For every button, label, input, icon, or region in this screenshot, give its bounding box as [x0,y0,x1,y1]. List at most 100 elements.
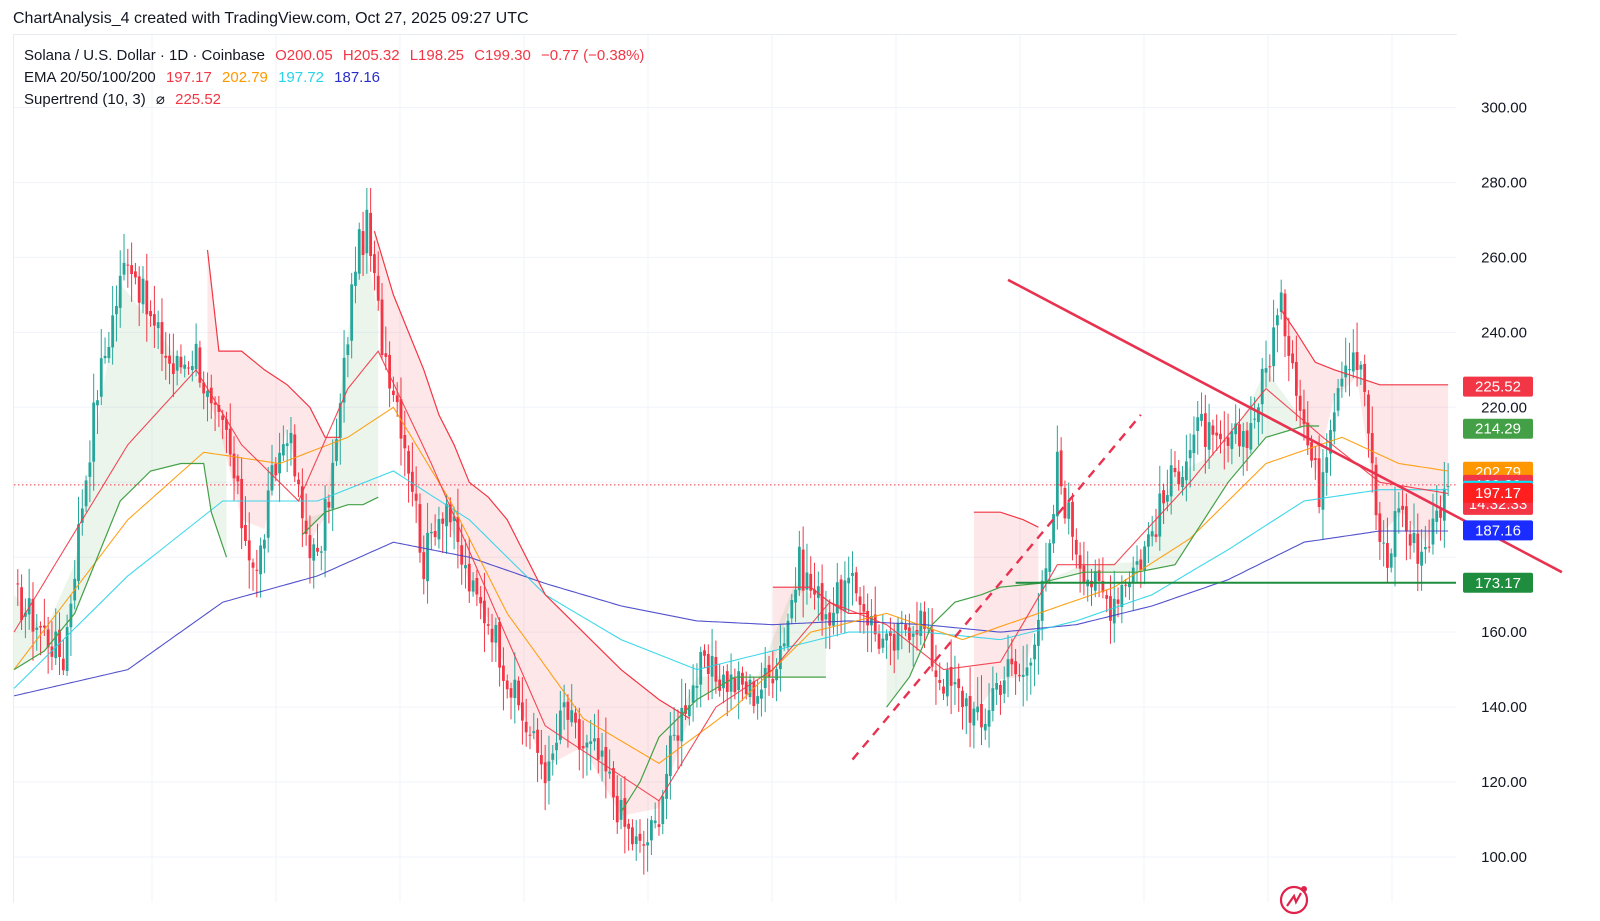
candle-body [1219,433,1222,440]
price-axis[interactable]: 100.00 120.00 140.00 160.00 220.00 240.00 260.… [1481,100,1527,867]
candle-body [976,706,980,713]
candle-body [543,762,547,784]
candle-body [661,796,665,825]
candle-body [437,518,441,540]
candle-body [1181,477,1184,488]
candle-body [1067,502,1071,519]
candle-body [1059,450,1063,487]
price-tag-label: 214.29 [1475,421,1521,438]
candle-body [1196,417,1200,431]
chart-legend: Solana / U.S. Dollar · 1D · Coinbase O20… [24,45,650,111]
candle-body [1332,412,1336,432]
candle-body [92,402,96,462]
candle-body [949,666,953,686]
candle-body [365,209,369,254]
candle-body [1272,327,1276,367]
candle-body [80,508,84,523]
supertrend-line-down [973,511,1039,528]
candle-body [1112,598,1116,624]
candle-body [748,679,752,698]
candle-body [1018,675,1021,677]
candle-body [896,622,900,651]
candle-body [619,799,623,820]
candle-body [919,610,923,636]
candle-body [84,480,88,507]
candle-body [980,703,983,728]
candle-body [851,572,854,576]
candle-body [54,631,58,659]
candle-body [1404,506,1408,532]
supertrend-fill-up [621,581,826,812]
candle-body [820,583,824,621]
candle-body [972,708,976,726]
candle-body [1150,531,1154,537]
candle-body [1416,533,1420,564]
candle-body [555,742,558,751]
candle-body [65,627,69,672]
candle-body [1245,430,1249,449]
candle-body [475,577,479,595]
price-axis-label: 280.00 [1481,174,1527,191]
candle-body [805,572,809,590]
candle-body [1370,433,1374,464]
candle-body [410,471,414,492]
candle-body [1397,508,1401,513]
candle-body [464,565,467,569]
candle-body [42,625,46,628]
candle-body [665,773,668,799]
candle-body [517,680,521,706]
candle-body [722,674,725,689]
candle-body [907,627,911,641]
candle-body [1355,352,1359,370]
candle-body [1211,425,1215,435]
candle-body [1165,495,1169,502]
candle-body [1310,442,1313,461]
price-tag-label: 197.17 [1475,485,1521,502]
candle-body [1063,487,1067,519]
candle-body [323,498,327,551]
candle-body [494,624,498,643]
candle-body [171,363,175,374]
supertrend-fill-down [1281,309,1449,543]
ema100-line [13,470,1449,689]
candle-body [255,569,259,571]
candle-body [1173,467,1177,473]
candle-body [69,603,73,628]
candle-body [904,624,907,630]
legend-symbol[interactable]: Solana / U.S. Dollar · 1D · Coinbase [24,47,265,64]
ema50-line [13,406,1449,764]
candles [16,187,1450,875]
candle-body [835,582,839,614]
candle-body [1382,542,1386,544]
candle-body [938,679,942,683]
candle-body [1090,580,1093,588]
ema20-line [13,350,1449,802]
candle-body [1025,667,1029,676]
candle-body [441,518,445,524]
candle-body [524,721,528,733]
candle-body [369,212,373,257]
candle-body [505,680,509,690]
candle-body [107,346,111,359]
candle-body [589,741,593,744]
candle-body [422,552,426,580]
candle-body [638,833,642,841]
candle-body [566,701,570,720]
candle-body [1078,555,1082,569]
candle-body [281,444,285,456]
legend-ema-label[interactable]: EMA 20/50/100/200 [24,69,156,86]
candle-body [964,698,968,707]
candle-body [1336,388,1340,411]
price-axis-label: 160.00 [1481,624,1527,641]
candle-body [1097,570,1101,582]
candle-body [771,678,775,684]
candle-body [680,707,684,742]
candle-body [1052,514,1055,544]
candle-body [1055,451,1059,517]
legend-close: C199.30 [474,47,531,64]
legend-supertrend-label[interactable]: Supertrend (10, 3) [24,91,146,108]
legend-supertrend-icon: ⌀ [155,91,165,108]
supertrend-fill-up [14,283,227,670]
candle-body [316,547,319,552]
